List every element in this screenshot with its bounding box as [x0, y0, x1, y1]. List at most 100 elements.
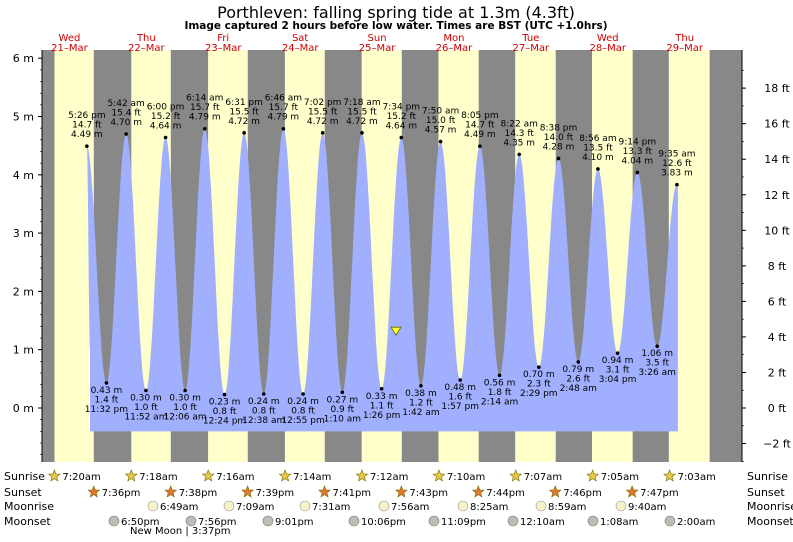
- left-tick-label: 1 m: [13, 344, 34, 357]
- low-tide-label: 1.1 ft: [370, 401, 394, 411]
- high-tide-label: 6:31 pm: [225, 98, 263, 108]
- low-tide-dot: [222, 392, 227, 397]
- moonset-time: 6:50pm: [121, 517, 160, 528]
- day-date: 26–Mar: [436, 43, 473, 54]
- low-tide-label: 0.30 m: [130, 394, 162, 404]
- high-tide-dot: [399, 135, 404, 140]
- low-tide-dot: [340, 390, 345, 395]
- sunset-time: 7:38pm: [179, 488, 218, 499]
- high-tide-label: 8:22 am: [501, 119, 538, 129]
- high-tide-dot: [478, 144, 482, 149]
- high-tide-label: 4.57 m: [425, 126, 457, 136]
- high-tide-label: 13.5 ft: [583, 143, 613, 153]
- sunrise-time: 7:14am: [293, 472, 331, 483]
- moon-phase-note: New Moon | 3:37pm: [130, 526, 230, 537]
- sunset-icon: [318, 485, 331, 498]
- moonrise-icon: [378, 500, 390, 512]
- day-date: 21–Mar: [51, 43, 88, 54]
- sunrise-time: 7:07am: [524, 472, 562, 483]
- low-tide-label: 0.38 m: [405, 389, 437, 399]
- high-tide-label: 9:14 pm: [619, 137, 657, 147]
- low-tide-label: 1:10 am: [324, 414, 361, 424]
- high-tide-dot: [242, 131, 246, 135]
- high-tide-label: 14.3 ft: [504, 129, 534, 139]
- day-date: 28–Mar: [589, 43, 626, 54]
- sunset-time: 7:43pm: [409, 488, 448, 499]
- low-tide-label: 1.06 m: [641, 349, 673, 359]
- daylight-band: [54, 50, 94, 462]
- sunset-time: 7:46pm: [563, 488, 602, 499]
- high-tide-label: 9:35 am: [658, 150, 695, 160]
- day-of-week: Fri: [217, 33, 229, 44]
- day-date: 27–Mar: [513, 43, 550, 54]
- moonrise-icon: [223, 500, 235, 512]
- sunset-icon: [164, 485, 178, 498]
- low-tide-label: 0.48 m: [444, 383, 476, 393]
- moonrise-row-label-left: Moonrise: [4, 500, 54, 513]
- low-tide-label: 12:06 am: [164, 413, 207, 423]
- low-tide-label: 1:26 pm: [363, 411, 401, 421]
- high-tide-label: 15.0 ft: [426, 116, 456, 126]
- low-tide-label: 1.0 ft: [173, 403, 197, 413]
- high-tide-label: 4.35 m: [503, 138, 535, 148]
- day-of-week: Thu: [674, 33, 694, 44]
- moonrise-time: 8:59am: [548, 502, 586, 513]
- sunset-row-label-left: Sunset: [4, 486, 42, 499]
- high-tide-label: 15.4 ft: [111, 108, 141, 118]
- high-tide-dot: [320, 131, 325, 135]
- moonset-time: 2:00am: [677, 517, 715, 528]
- low-tide-label: 0.9 ft: [330, 405, 354, 415]
- day-date: 29–Mar: [666, 43, 703, 54]
- day-date: 22–Mar: [128, 43, 165, 54]
- tide-area: [86, 128, 678, 432]
- low-tide-label: 1.0 ft: [134, 403, 158, 413]
- high-tide-label: 14.7 ft: [465, 121, 495, 131]
- high-tide-label: 12.6 ft: [662, 159, 692, 169]
- sunrise-time: 7:03am: [678, 472, 716, 483]
- moonset-icon: [185, 515, 197, 527]
- sunset-time: 7:39pm: [256, 488, 295, 499]
- day-date: 23–Mar: [205, 43, 242, 54]
- sunrise-icon: [586, 469, 600, 482]
- high-tide-dot: [596, 167, 600, 171]
- moonset-icon: [587, 515, 599, 527]
- left-tick-label: 5 m: [13, 111, 34, 124]
- high-tide-label: 4.79 m: [268, 113, 300, 123]
- day-headers: Wed21–MarThu22–MarFri23–MarSat24–MarSun2…: [51, 33, 704, 54]
- high-tide-label: 4.49 m: [464, 130, 496, 140]
- sunrise-icon: [278, 469, 292, 482]
- low-tide-label: 0.23 m: [209, 398, 241, 408]
- low-tide-label: 0.70 m: [523, 370, 555, 380]
- moonset-time: 1:08am: [600, 517, 638, 528]
- high-tide-label: 4.04 m: [621, 156, 653, 166]
- high-tide-dot: [85, 144, 89, 149]
- low-tide-dot: [458, 378, 462, 382]
- sunrise-icon: [432, 469, 446, 482]
- moonrise-time: 7:31am: [312, 502, 350, 513]
- high-tide-label: 8:56 am: [579, 134, 616, 144]
- left-tick-label: 6 m: [13, 52, 34, 65]
- high-tide-label: 4.49 m: [71, 130, 103, 140]
- low-tide-label: 1:42 am: [402, 408, 439, 418]
- sunrise-icon: [47, 469, 61, 482]
- high-tide-label: 4.28 m: [543, 142, 575, 152]
- low-tide-label: 0.24 m: [287, 397, 319, 407]
- chart-title: Porthleven: falling spring tide at 1.3m …: [217, 3, 575, 22]
- high-tide-dot: [202, 126, 207, 131]
- moonrise-time: 9:40am: [628, 502, 666, 513]
- moonset-time: 9:01pm: [275, 517, 314, 528]
- moonrise-time: 6:49am: [160, 502, 198, 513]
- sunrise-time: 7:12am: [370, 472, 408, 483]
- right-tick-label: 2 ft: [768, 366, 787, 379]
- moonset-time: 12:10am: [520, 517, 565, 528]
- sunrise-time: 7:18am: [139, 472, 177, 483]
- moonset-row-label-right: Moonset: [747, 515, 793, 528]
- moonrise-icon: [147, 500, 159, 512]
- sunrise-time: 7:20am: [62, 472, 100, 483]
- right-tick-label: 4 ft: [768, 331, 787, 344]
- low-tide-label: 2:48 am: [560, 384, 597, 394]
- sunset-icon: [241, 485, 255, 498]
- high-tide-label: 7:50 am: [422, 107, 459, 117]
- low-tide-dot: [144, 388, 148, 393]
